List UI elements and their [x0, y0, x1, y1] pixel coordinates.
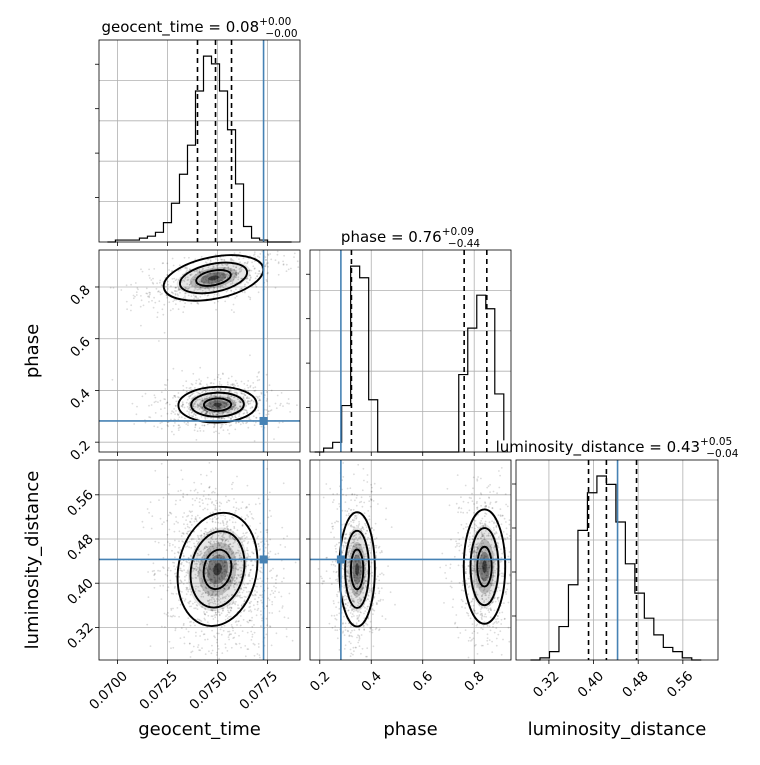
x-tick-label: 0.0775 [236, 668, 281, 713]
contour-level-1 [177, 385, 258, 424]
y-tick-label: 0.32 [64, 620, 97, 653]
panel-title-luminosity_distance: luminosity_distance = 0.43+0.05 −0.04 [496, 436, 739, 460]
density-core [188, 391, 247, 418]
x-tick-label: 0.0750 [186, 668, 231, 713]
density-core [343, 527, 371, 612]
title-median: 0.76 [408, 228, 441, 246]
contour-level-3 [195, 269, 232, 287]
title-median: 0.08 [226, 18, 259, 36]
title-plus: +0.05 [700, 436, 732, 448]
title-name: geocent_time [101, 18, 203, 37]
x-tick-label: 0.6 [410, 668, 437, 695]
histogram-geocent_time [107, 55, 292, 243]
contour-level-1 [176, 511, 259, 627]
x-tick-label: 0.4 [358, 668, 385, 695]
density-core [207, 554, 228, 585]
panel-hist-geocent_time: geocent_time = 0.08+0.00 −0.00 [95, 16, 301, 246]
density-core [200, 271, 227, 284]
x-tick-label: 0.32 [530, 668, 563, 701]
y-tick-label: 0.8 [67, 282, 94, 309]
title-plus: +0.09 [442, 226, 474, 238]
x-tick-label: 0.2 [307, 668, 334, 695]
histogram-luminosity_distance [530, 475, 702, 661]
density-core [482, 560, 487, 573]
x-tick-label: 0.8 [461, 668, 488, 695]
panel-frame [309, 459, 512, 661]
contour-level-3 [476, 545, 493, 588]
panel-frame [98, 39, 301, 243]
contour-level-3 [202, 548, 233, 591]
y-axis-label-phase: phase [22, 324, 43, 378]
y-tick-label: 0.2 [67, 437, 94, 464]
contour-level-1 [462, 508, 507, 625]
tick-labels: 0.0700 0.0725 0.0750 0.0775 0.2 0.4 0.6 0.8 0.32… [64, 282, 696, 713]
title-minus: −0.44 [448, 238, 480, 250]
title-plus: +0.00 [259, 16, 291, 28]
y-tick-label: 0.6 [67, 334, 94, 361]
panel-title-geocent_time: geocent_time = 0.08+0.00 −0.00 [101, 16, 297, 40]
title-eq: = [204, 18, 226, 36]
contour-level-2 [190, 391, 245, 418]
truth-marker [259, 416, 268, 425]
title-eq: = [386, 228, 408, 246]
panel-2d-geocent_time-luminosity_distance [95, 459, 301, 664]
panel-frame [515, 459, 719, 661]
panel-frame [98, 249, 301, 453]
y-tick-label: 0.40 [64, 575, 97, 608]
panel-title-phase: phase = 0.76+0.09 −0.44 [341, 226, 480, 250]
histogram-phase [314, 265, 505, 453]
x-tick-label: 0.0725 [136, 668, 181, 713]
title-name: phase [341, 228, 386, 246]
y-tick-label: 0.56 [64, 487, 97, 520]
density-core [208, 275, 219, 281]
density-core [213, 402, 222, 407]
y-axis-label-luminosity_distance: luminosity_distance [22, 471, 43, 650]
title-minus: −0.00 [265, 28, 297, 40]
x-tick-label: 0.40 [575, 668, 608, 701]
contour-level-2 [344, 529, 371, 609]
title-eq: = [645, 438, 667, 456]
density-core [469, 524, 500, 609]
contour-level-2 [469, 527, 500, 607]
x-tick-label: 0.0700 [86, 668, 131, 713]
contour-level-2 [178, 261, 249, 295]
x-axis-label-luminosity_distance: luminosity_distance [528, 719, 707, 740]
density-core [213, 563, 222, 576]
y-tick-label: 0.4 [67, 386, 94, 413]
truth-marker [336, 555, 345, 564]
y-tick-label: 0.48 [64, 531, 97, 564]
title-minus: −0.04 [706, 448, 738, 460]
x-axis-label-phase: phase [383, 719, 437, 740]
truth-marker [259, 555, 268, 564]
density-core [207, 400, 228, 410]
contour-level-1 [338, 511, 376, 628]
panel-hist-phase: phase = 0.76+0.09 −0.44 [306, 226, 512, 456]
contour-level-3 [349, 548, 365, 591]
panel-2d-geocent_time-phase [95, 249, 301, 456]
density-core [189, 267, 238, 289]
panel-frame [98, 459, 301, 661]
x-tick-label: 0.48 [619, 668, 652, 701]
panel-2d-phase-luminosity_distance [306, 459, 512, 664]
x-axis-label-geocent_time: geocent_time [138, 719, 261, 740]
density-core [355, 563, 360, 576]
panel-hist-luminosity_distance: luminosity_distance = 0.43+0.05 −0.04 [496, 436, 739, 664]
contour-level-2 [189, 530, 246, 609]
contour-level-3 [202, 397, 233, 412]
x-tick-label: 0.56 [664, 668, 697, 701]
density-core [352, 554, 362, 585]
title-name: luminosity_distance [496, 438, 645, 457]
panel-frame [309, 249, 512, 453]
axis-labels: geocent_time phase luminosity_distancephas… [22, 324, 706, 740]
title-median: 0.43 [667, 438, 700, 456]
density-core [187, 527, 248, 612]
